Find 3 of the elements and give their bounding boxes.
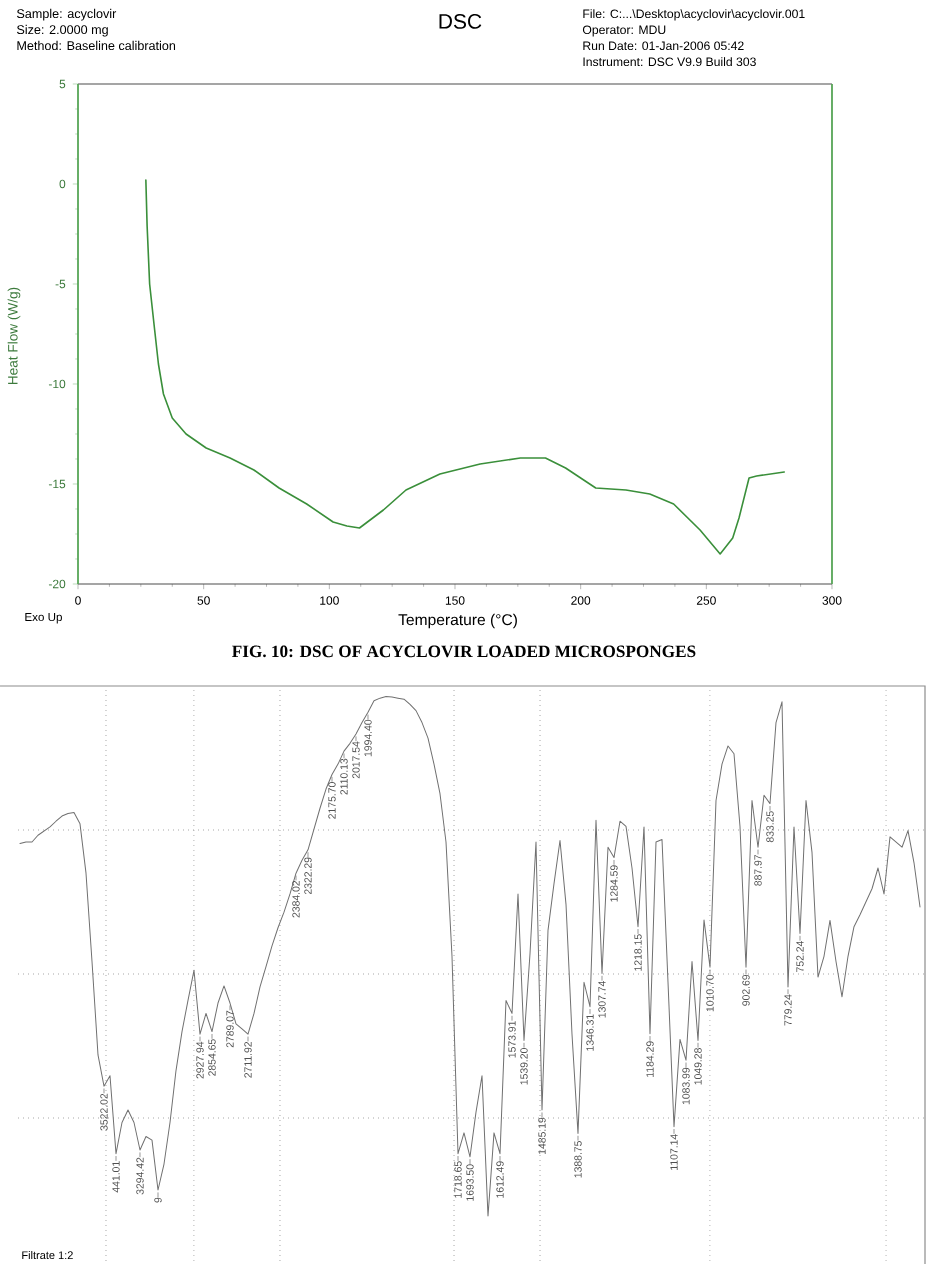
chart-title: DSC — [439, 13, 482, 29]
caption: FIG. 10: DSC OF ACYCLOVIR LOADED MICROSPONGES — [232, 645, 696, 658]
line-series — [145, 179, 786, 555]
